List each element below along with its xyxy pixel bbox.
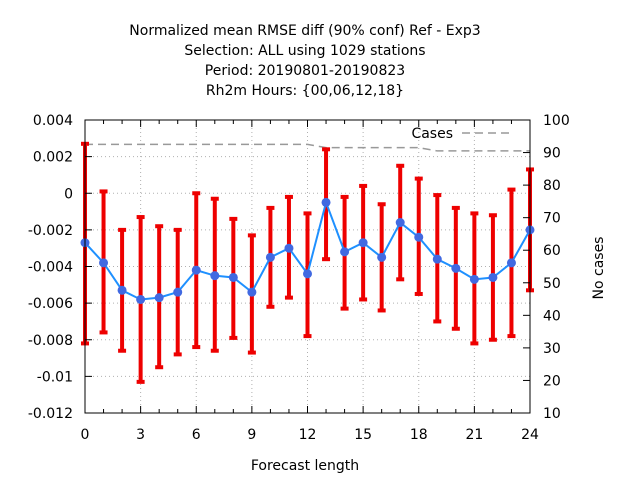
title-line-2: Selection: ALL using 1029 stations <box>184 43 425 59</box>
data-point <box>358 238 368 248</box>
data-point <box>173 287 183 297</box>
data-point <box>414 232 424 242</box>
legend-label-cases: Cases <box>411 126 453 142</box>
x-tick-label: 6 <box>192 427 201 443</box>
data-point <box>340 247 350 257</box>
data-point <box>99 258 109 268</box>
title-line-4: Rh2m Hours: {00,06,12,18} <box>206 83 404 99</box>
y2-tick-label: 20 <box>543 373 561 389</box>
title-line-3: Period: 20190801-20190823 <box>205 63 405 79</box>
data-point <box>210 271 220 281</box>
y2-tick-label: 10 <box>543 406 561 422</box>
chart-title: Normalized mean RMSE diff (90% conf) Ref… <box>129 23 480 99</box>
data-point <box>395 218 405 228</box>
y-tick-label: 0 <box>64 186 73 202</box>
y2-tick-label: 50 <box>543 276 561 292</box>
y2-tick-label: 70 <box>543 211 561 227</box>
data-point <box>451 263 461 273</box>
y-tick-label: 0.004 <box>33 113 73 129</box>
data-point <box>469 274 479 284</box>
y2-tick-label: 90 <box>543 146 561 162</box>
y2-tick-label: 80 <box>543 178 561 194</box>
y-tick-label: -0.002 <box>28 223 73 239</box>
data-point <box>284 243 294 253</box>
y2-axis-label: No cases <box>591 237 607 300</box>
y2-tick-label: 60 <box>543 243 561 259</box>
data-point <box>247 287 257 297</box>
data-point <box>154 293 164 303</box>
x-tick-label: 24 <box>521 427 539 443</box>
legend: Cases <box>411 126 512 142</box>
x-tick-label: 15 <box>354 427 372 443</box>
cases-line <box>85 143 530 152</box>
data-point <box>303 269 312 279</box>
x-axis-label: Forecast length <box>251 458 359 474</box>
y2-tick-label: 30 <box>543 341 561 357</box>
grid <box>85 120 530 413</box>
data-point <box>117 285 127 295</box>
data-point <box>228 272 238 282</box>
data-point <box>488 272 498 282</box>
y-tick-label: -0.012 <box>28 406 73 422</box>
x-tick-label: 18 <box>410 427 428 443</box>
x-tick-label: 0 <box>81 427 90 443</box>
y2-tick-label: 40 <box>543 308 561 324</box>
cases-layer <box>85 143 530 152</box>
y-tick-label: 0.002 <box>33 150 73 166</box>
y-tick-label: -0.004 <box>28 260 73 276</box>
data-point <box>506 258 516 268</box>
data-point <box>265 252 275 262</box>
data-point <box>191 265 201 275</box>
y2-tick-label: 100 <box>543 113 570 129</box>
data-point <box>377 252 387 262</box>
y-tick-label: -0.008 <box>28 333 73 349</box>
x-tick-label: 21 <box>465 427 483 443</box>
y-tick-label: -0.01 <box>37 369 73 385</box>
data-point <box>432 254 442 264</box>
x-tick-label: 3 <box>136 427 145 443</box>
markers <box>80 197 535 304</box>
ticks: -0.012 -0.01 -0.008 -0.006 -0.004 -0.002 0 0.00… <box>28 113 570 443</box>
x-tick-label: 9 <box>247 427 256 443</box>
error-bars <box>81 141 534 384</box>
x-tick-label: 12 <box>299 427 317 443</box>
y-tick-label: -0.006 <box>28 296 73 312</box>
data-point <box>321 197 331 207</box>
data-point <box>136 294 146 304</box>
title-line-1: Normalized mean RMSE diff (90% conf) Ref… <box>129 23 480 39</box>
